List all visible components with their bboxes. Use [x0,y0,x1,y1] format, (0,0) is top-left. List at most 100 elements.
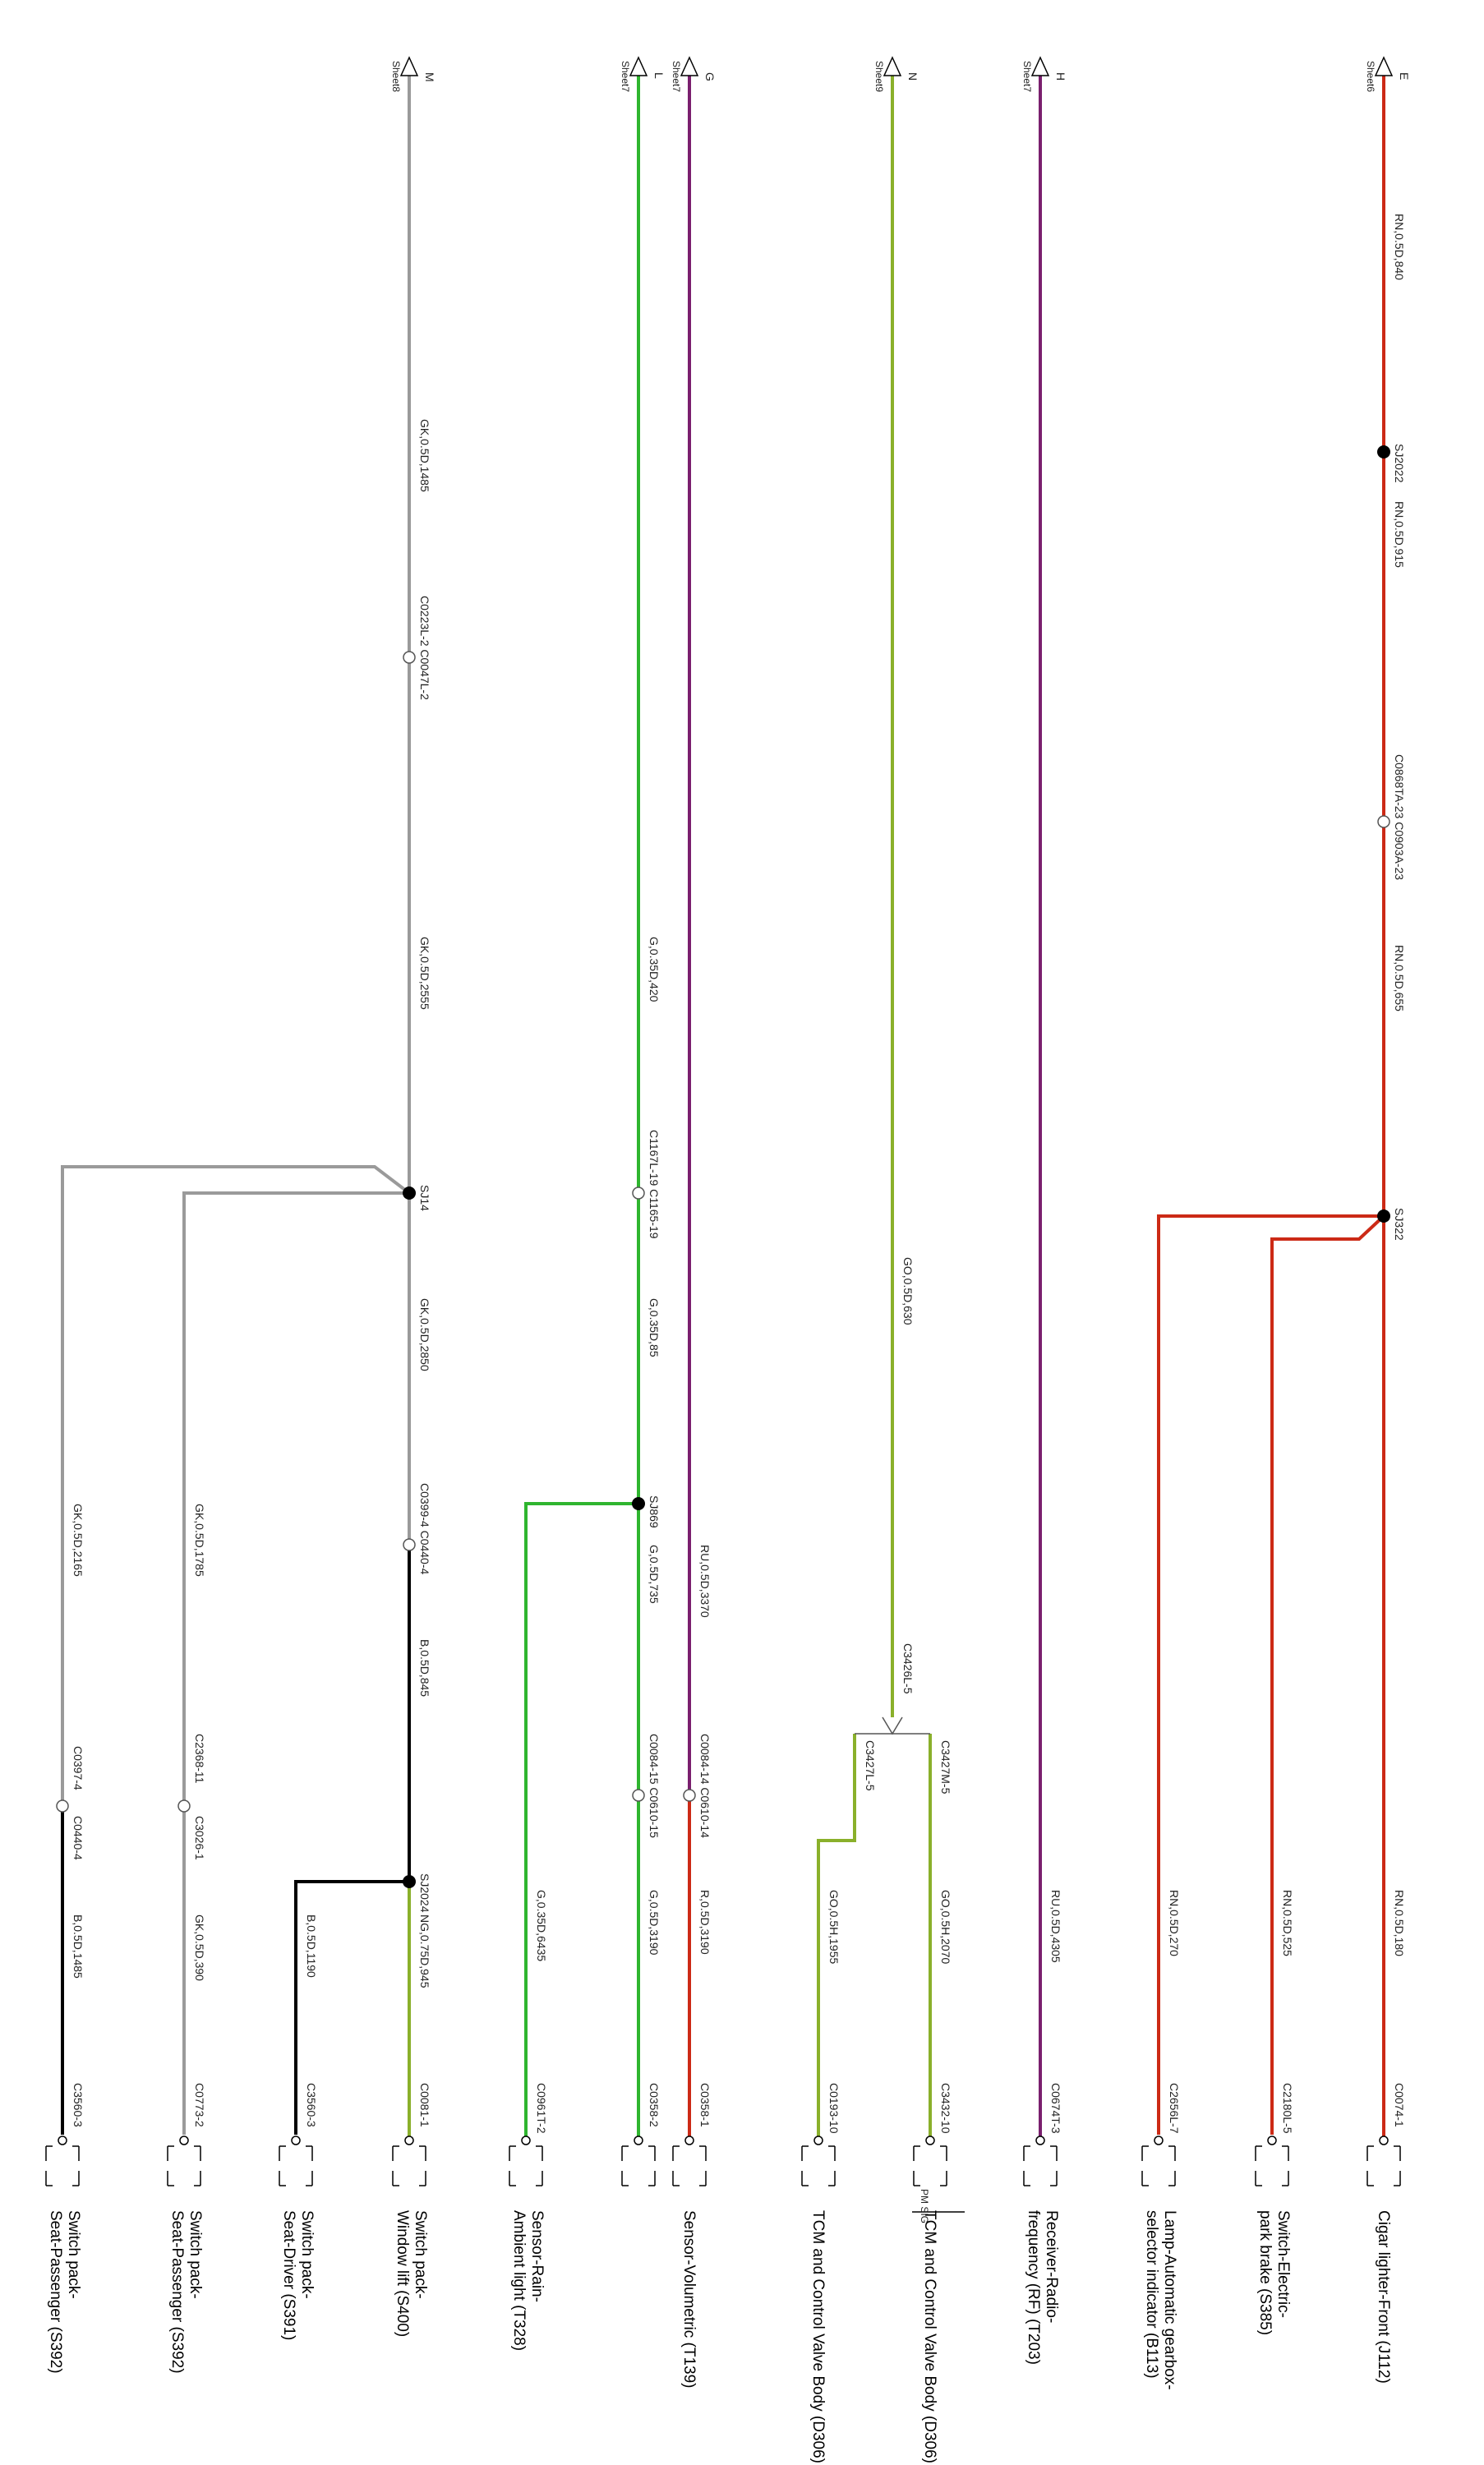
component-name-lamp-gearbox[interactable]: Lamp-Automatic gearbox- [1161,2210,1178,2390]
connector-label: C3427M-5 [939,1740,952,1795]
connector-label: C0084-15 C0610-15 [648,1734,661,1838]
wire-labels: RN,0.5D,840 RN,0.5D,915 RN,0.5D,655 RN,0… [71,214,1406,1988]
sheet-arrow-icon [680,56,699,76]
wire-label: G,0.35D,6435 [535,1890,548,1961]
pin-label: C3560-3 [305,2083,318,2127]
connector-icon [403,1538,416,1551]
splice-dot [403,1875,416,1888]
wire-e-branch-lamp [1157,1214,1384,2135]
connector-icon [56,1799,69,1813]
component-name-park-brake-2[interactable]: park brake (S385) [1256,2210,1274,2335]
component-pin-icon [1141,2136,1176,2186]
sheet-ref-g[interactable]: G Sheet7 [671,56,717,92]
sheet-ref-h[interactable]: H Sheet7 [1021,56,1067,92]
pin-label: C2180L-5 [1281,2083,1294,2134]
wire-label: RN,0.5D,655 [1393,945,1406,1011]
component-name-seat-pass-2[interactable]: Switch pack- [65,2210,82,2299]
wire-label: GO,0.5H,2070 [939,1890,952,1964]
splice-dot [632,1497,645,1510]
inline-connector[interactable]: C0868TA-23 C0903A-23 [1377,754,1406,880]
connector-icon [683,1789,696,1802]
component-name-seat-pass-2-2[interactable]: Seat-Passenger (S392) [47,2210,64,2374]
component-name-seat-driver-2[interactable]: Seat-Driver (S391) [280,2210,297,2340]
component-name-seat-driver[interactable]: Switch pack- [298,2210,316,2299]
connector-label: C0440-4 [71,1816,85,1860]
component-name-seat-pass-1-2[interactable]: Seat-Passenger (S392) [168,2210,186,2374]
wire-label: RU,0.5D,3370 [698,1545,712,1618]
wire-label: RN,0.5D,840 [1393,214,1406,280]
inline-connector-split[interactable]: C3426L-5 C3427M-5 C3427L-5 [855,1643,952,1795]
wire-label: RN,0.5D,915 [1393,501,1406,568]
connector-label: C3026-1 [193,1816,206,1860]
component-pin-icon [672,2136,707,2186]
wire-label: B,0.5D,845 [418,1639,431,1697]
pin-label: C0674T-3 [1049,2083,1062,2134]
component-name-cigar[interactable]: Cigar lighter-Front (J112) [1375,2210,1392,2384]
connector-label: C0399-4 C0440-4 [418,1483,431,1575]
sheet-ref-sheet: Sheet7 [1021,61,1033,92]
sheet-arrow-icon [399,56,419,76]
component-name-tcm-right[interactable]: TCM and Control Valve Body (D306) [921,2210,938,2463]
component-name-window-lift[interactable]: Switch pack- [412,2210,429,2299]
sheet-arrow-icon [629,56,648,76]
inline-connector[interactable]: C0084-14 C0610-14 [683,1734,712,1838]
splice-label-sj322: SJ322 [1393,1208,1406,1241]
sheet-ref-e[interactable]: E Sheet6 [1365,56,1411,92]
wire-label: GK,0.5D,2165 [71,1504,85,1577]
inline-connector[interactable]: C0397-4 C0440-4 [56,1746,85,1860]
component-pin-icon [167,2136,201,2186]
component-name-window-lift-2[interactable]: Window lift (S400) [394,2210,411,2337]
connector-label: C0397-4 [71,1746,85,1790]
pin-label: C0961T-2 [535,2083,548,2134]
sheet-ref-n[interactable]: N Sheet9 [873,56,919,92]
component-name-rain-2[interactable]: Ambient light (T328) [510,2210,528,2351]
connector-label: C0084-14 C0610-14 [698,1734,712,1838]
component-name-receiver-2[interactable]: frequency (RF) (T203) [1025,2210,1042,2365]
component-pin-icon [392,2136,426,2186]
sheet-arrow-icon [1030,56,1050,76]
component-name-receiver[interactable]: Receiver-Radio- [1043,2210,1060,2323]
wire-m-branch-driver [294,1880,409,2135]
sheet-ref-sheet: Sheet7 [620,61,631,92]
inline-connector[interactable]: C0399-4 C0440-4 [403,1483,431,1575]
component-name-rain[interactable]: Sensor-Rain- [528,2210,546,2302]
component-name-seat-pass-1[interactable]: Switch pack- [187,2210,204,2299]
inline-connector[interactable]: C0223L-2 C0047L-2 [403,596,431,700]
sheet-ref-letter: N [906,72,919,81]
inline-connector[interactable]: C1167L-19 C1165-19 [632,1130,661,1239]
connector-icon [1377,815,1390,828]
connector-label: C3427L-5 [864,1740,877,1791]
inline-connector[interactable]: C2368-11 C3026-1 [177,1734,206,1860]
pin-label: C0358-1 [698,2083,712,2127]
component-name-park-brake[interactable]: Switch-Electric- [1274,2210,1292,2318]
wire-n-left-branch [817,1734,856,2136]
pin-label: C0773-2 [193,2083,206,2127]
circuit-l-wires [524,76,640,2136]
pin-label: C0081-1 [418,2083,431,2127]
sheet-ref-sheet: Sheet6 [1365,61,1376,92]
splice-dot [1377,1209,1390,1223]
component-name-lamp-gearbox-2[interactable]: selector indicator (B113) [1143,2210,1160,2379]
wire-label: GK,0.5D,1485 [418,419,431,492]
connector-icon [177,1799,191,1813]
pin-signal-label: PM SIG [919,2189,930,2223]
component-name-tcm-left[interactable]: TCM and Control Valve Body (D306) [809,2210,827,2463]
sheet-arrow-icon [883,56,902,76]
wire-label: GK,0.5D,2555 [418,937,431,1010]
splice-label-sj2022: SJ2022 [1393,444,1406,483]
inline-connector[interactable]: C0084-15 C0610-15 [632,1734,661,1838]
splice-label-sj14: SJ14 [418,1185,431,1211]
sheet-ref-m[interactable]: M Sheet8 [390,56,436,92]
wire-label: GK,0.5D,1785 [193,1504,206,1577]
sheet-ref-letter: M [423,72,436,82]
connector-label: C0223L-2 C0047L-2 [418,596,431,700]
splice-dot [403,1186,416,1200]
wire-label: GK,0.5D,2850 [418,1298,431,1371]
wire-label: RN,0.5D,270 [1168,1890,1181,1956]
sheet-ref-l[interactable]: L Sheet7 [620,56,666,92]
component-pin-icon [1255,2136,1289,2186]
pin-label: C2656L-7 [1168,2083,1181,2134]
component-name-volumetric[interactable]: Sensor-Volumetric (T139) [680,2210,698,2388]
